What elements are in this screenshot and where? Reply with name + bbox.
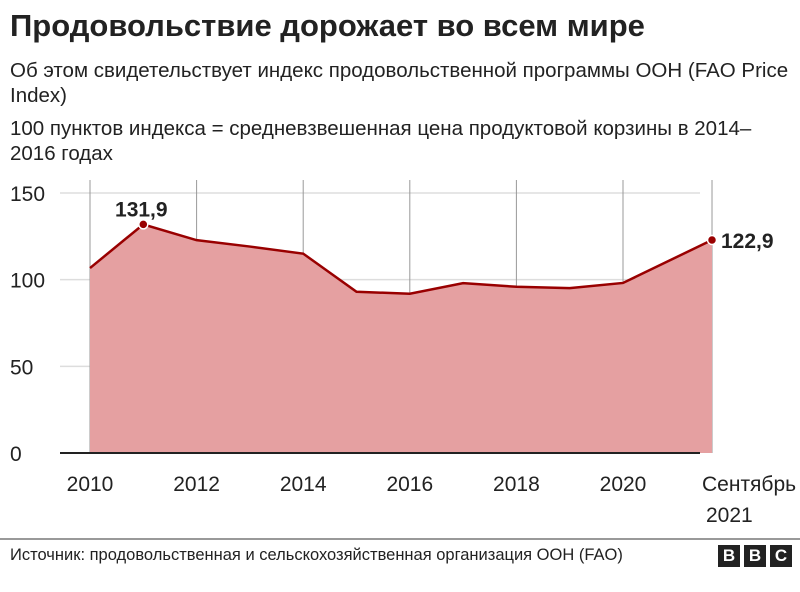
- subtitle-note: 100 пунктов индекса = средневзвешенная ц…: [10, 117, 752, 165]
- data-point-marker: [138, 219, 149, 230]
- source-note: Источник: продовольственная и сельскохоз…: [10, 546, 623, 564]
- data-label: 122,9: [721, 230, 774, 253]
- subtitle: Об этом свидетельствует индекс продоволь…: [10, 59, 789, 107]
- x-tick-label: 2016: [386, 473, 433, 496]
- y-tick-label: 0: [10, 443, 22, 466]
- x-tick-label: 2012: [173, 473, 220, 496]
- x-tick-label: 2010: [67, 473, 114, 496]
- x-tick-label: Сентябрь 2021: [702, 473, 796, 527]
- chart-title: Продовольствие дорожает во всем мире: [10, 8, 645, 43]
- area-chart: 0 50 100 150 2010 2012 2014 2016 2018 2020 Сентябр…: [10, 180, 796, 527]
- x-tick-label: 2020: [600, 473, 647, 496]
- y-tick-label: 100: [10, 270, 45, 293]
- x-tick-label: 2014: [280, 473, 327, 496]
- data-point-marker: [706, 234, 718, 246]
- x-tick-label: 2018: [493, 473, 540, 496]
- footer-divider: [0, 538, 800, 540]
- series-line: [89, 222, 713, 295]
- y-tick-label: 150: [10, 183, 45, 206]
- area-fill: [90, 224, 713, 453]
- y-tick-label: 50: [10, 356, 33, 379]
- data-label: 131,9: [115, 198, 168, 221]
